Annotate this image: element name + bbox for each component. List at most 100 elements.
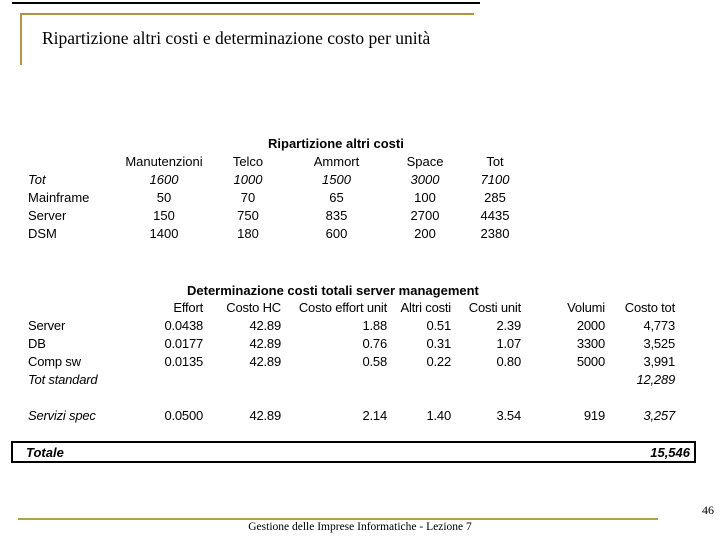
cell bbox=[390, 371, 454, 389]
cell: 3,257 bbox=[643, 408, 675, 423]
cell: 2.14 bbox=[362, 408, 387, 423]
title-gold-border bbox=[20, 13, 474, 65]
row-label: DB bbox=[28, 336, 46, 351]
top-black-rule bbox=[12, 2, 480, 4]
table1-header-ammort: Ammort bbox=[313, 154, 360, 169]
cell: 1600 bbox=[149, 172, 179, 187]
table2-header-costi-unit: Costi unit bbox=[468, 300, 521, 315]
cell: 1000 bbox=[233, 172, 263, 187]
cell: 1.88 bbox=[362, 318, 387, 333]
table2-header-costo-effort-unit: Costo effort unit bbox=[298, 300, 387, 315]
cell bbox=[134, 371, 206, 389]
totale-label: Totale bbox=[26, 444, 64, 460]
footer-gold-rule bbox=[18, 518, 658, 520]
cell: 70 bbox=[240, 190, 256, 205]
cell: 0.31 bbox=[426, 336, 451, 351]
table1-row-tot: Tot 1600 1000 1500 3000 7100 bbox=[8, 171, 525, 189]
row-label: Server bbox=[28, 208, 67, 223]
cell: 1400 bbox=[149, 226, 179, 241]
cell: 3,991 bbox=[643, 354, 675, 369]
cell: 0.22 bbox=[426, 354, 451, 369]
cell bbox=[454, 371, 524, 389]
cell: 3000 bbox=[410, 172, 440, 187]
table1-header-empty bbox=[8, 153, 120, 171]
table1-header-telco: Telco bbox=[232, 154, 264, 169]
table2-header-effort: Effort bbox=[173, 300, 203, 315]
cell: 2.39 bbox=[496, 318, 521, 333]
cell: 0.0438 bbox=[164, 318, 203, 333]
table2-row-servizi-spec: Servizi spec 0.0500 42.89 2.14 1.40 3.54… bbox=[8, 407, 678, 425]
table2-row-server: Server 0.0438 42.89 1.88 0.51 2.39 2000 … bbox=[8, 317, 678, 335]
table2-row-db: DB 0.0177 42.89 0.76 0.31 1.07 3300 3,52… bbox=[8, 335, 678, 353]
table1-row-dsm: DSM 1400 180 600 200 2380 bbox=[8, 225, 525, 243]
cell: 100 bbox=[414, 190, 436, 205]
table2-header-costo-hc: Costo HC bbox=[226, 300, 281, 315]
cell: 2000 bbox=[576, 318, 605, 333]
ripartizione-altri-costi-table: Manutenzioni Telco Ammort Space Tot Tot … bbox=[8, 153, 525, 243]
table2-spacer-row bbox=[8, 389, 678, 407]
cell: 2700 bbox=[410, 208, 440, 223]
cell: 0.51 bbox=[426, 318, 451, 333]
cell: 150 bbox=[153, 208, 175, 223]
cell: 0.80 bbox=[496, 354, 521, 369]
cell: 835 bbox=[325, 208, 348, 223]
cell: 65 bbox=[329, 190, 344, 205]
cell: 180 bbox=[237, 226, 259, 241]
page-number: 46 bbox=[702, 503, 714, 517]
table2-header-empty bbox=[8, 299, 134, 317]
cell: 42.89 bbox=[249, 318, 281, 333]
row-label: DSM bbox=[28, 226, 57, 241]
cell: 12,289 bbox=[636, 372, 675, 387]
cell: 50 bbox=[156, 190, 172, 205]
cell: 2380 bbox=[480, 226, 510, 241]
cell bbox=[524, 371, 608, 389]
cell: 200 bbox=[414, 226, 436, 241]
table2-header-altri-costi: Altri costi bbox=[400, 300, 451, 315]
table2-header-row: Effort Costo HC Costo effort unit Altri … bbox=[8, 299, 678, 317]
table2-row-tot-standard: Tot standard 12,289 bbox=[8, 371, 678, 389]
slide-title: Ripartizione altri costi e determinazion… bbox=[42, 28, 431, 48]
cell: 3,525 bbox=[643, 336, 675, 351]
totale-row: Totale 15,546 bbox=[11, 441, 696, 463]
cell bbox=[206, 371, 284, 389]
totale-value: 15,546 bbox=[650, 444, 690, 460]
cell: 600 bbox=[325, 226, 348, 241]
table1-header-tot: Tot bbox=[486, 154, 504, 169]
cell: 285 bbox=[484, 190, 506, 205]
cell: 42.89 bbox=[249, 336, 281, 351]
table1-title: Ripartizione altri costi bbox=[268, 136, 404, 151]
cell: 42.89 bbox=[249, 354, 281, 369]
table1-header-space: Space bbox=[406, 154, 444, 169]
row-label: Tot bbox=[28, 172, 46, 187]
cell: 42.89 bbox=[249, 408, 281, 423]
cell: 3.54 bbox=[496, 408, 521, 423]
cell: 5000 bbox=[576, 354, 605, 369]
determinazione-costi-table: Effort Costo HC Costo effort unit Altri … bbox=[8, 299, 678, 425]
table1-header-manutenzioni: Manutenzioni bbox=[125, 154, 203, 169]
cell: 0.0500 bbox=[164, 408, 203, 423]
table2-header-volumi: Volumi bbox=[567, 300, 605, 315]
cell: 1.40 bbox=[426, 408, 451, 423]
footer-text: Gestione delle Imprese Informatiche - Le… bbox=[248, 521, 472, 533]
cell: 0.58 bbox=[362, 354, 387, 369]
cell: 0.0177 bbox=[164, 336, 203, 351]
table1-header-row: Manutenzioni Telco Ammort Space Tot bbox=[8, 153, 525, 171]
row-label: Comp sw bbox=[28, 354, 81, 369]
row-label: Server bbox=[28, 318, 66, 333]
cell: 4,773 bbox=[643, 318, 675, 333]
row-label: Servizi spec bbox=[28, 408, 96, 423]
cell: 1500 bbox=[322, 172, 351, 187]
row-label: Tot standard bbox=[28, 372, 98, 387]
table2-title: Determinazione costi totali server manag… bbox=[187, 283, 479, 298]
row-label: Mainframe bbox=[28, 190, 90, 205]
cell: 1.07 bbox=[496, 336, 521, 351]
cell: 0.76 bbox=[362, 336, 387, 351]
cell: 7100 bbox=[480, 172, 510, 187]
table2-row-comp-sw: Comp sw 0.0135 42.89 0.58 0.22 0.80 5000… bbox=[8, 353, 678, 371]
cell: 0.0135 bbox=[164, 354, 203, 369]
cell: 4435 bbox=[480, 208, 510, 223]
table1-row-mainframe: Mainframe 50 70 65 100 285 bbox=[8, 189, 525, 207]
cell: 3300 bbox=[576, 336, 605, 351]
table2-header-costo-tot: Costo tot bbox=[624, 300, 675, 315]
